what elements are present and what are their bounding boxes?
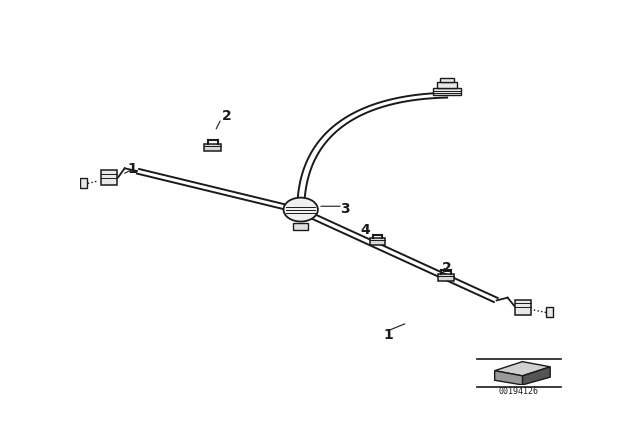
FancyBboxPatch shape bbox=[80, 178, 87, 188]
Text: 4: 4 bbox=[360, 223, 370, 237]
FancyBboxPatch shape bbox=[433, 88, 461, 95]
Text: 00194126: 00194126 bbox=[499, 387, 539, 396]
Text: 2: 2 bbox=[221, 109, 231, 123]
Text: 1: 1 bbox=[127, 162, 137, 177]
FancyBboxPatch shape bbox=[440, 78, 454, 82]
FancyBboxPatch shape bbox=[437, 82, 457, 87]
Text: 2: 2 bbox=[442, 261, 452, 275]
FancyBboxPatch shape bbox=[205, 144, 221, 151]
FancyBboxPatch shape bbox=[438, 274, 454, 281]
FancyBboxPatch shape bbox=[101, 170, 117, 185]
Text: 1: 1 bbox=[383, 328, 394, 342]
FancyBboxPatch shape bbox=[293, 223, 308, 230]
Circle shape bbox=[284, 198, 318, 221]
FancyBboxPatch shape bbox=[370, 238, 385, 245]
FancyBboxPatch shape bbox=[547, 307, 553, 317]
FancyBboxPatch shape bbox=[515, 301, 531, 315]
Text: 3: 3 bbox=[340, 202, 350, 216]
